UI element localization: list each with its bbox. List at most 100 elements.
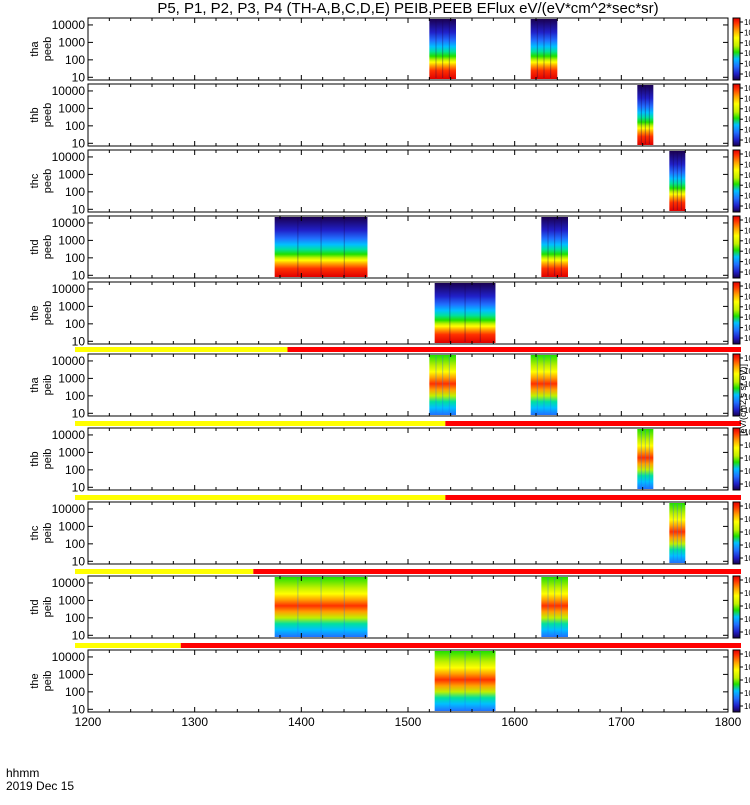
colorbar-tick-label: 105 xyxy=(744,528,750,537)
spectrogram-block xyxy=(274,217,368,277)
y-tick-label: 10000 xyxy=(52,216,86,230)
spectrogram-block xyxy=(530,19,558,79)
y-tick-label: 10000 xyxy=(52,84,86,98)
y-axis-label: thd xyxy=(29,599,41,614)
y-tick-label: 1000 xyxy=(58,101,85,115)
y-tick-label: 10000 xyxy=(52,354,86,368)
panel-frame xyxy=(87,281,729,345)
colorbar-tick-label: 104 xyxy=(744,467,750,476)
colorbar-tick-label: 106 xyxy=(744,105,750,114)
y-tick-label: 1000 xyxy=(58,35,85,49)
colorbar xyxy=(732,427,741,491)
colorbar-tick-label: 108 xyxy=(744,18,750,27)
spectrogram-block xyxy=(434,651,496,711)
y-axis-label: thc xyxy=(29,173,41,188)
y-tick-label: 10000 xyxy=(52,282,86,296)
mode-bar-red xyxy=(180,643,742,648)
colorbar-tick-label: 104 xyxy=(744,324,750,333)
y-tick-label: 100 xyxy=(65,317,85,331)
spectrogram-block xyxy=(541,577,568,637)
colorbar-tick-label: 105 xyxy=(744,115,750,124)
y-tick-label: 10 xyxy=(72,334,86,348)
spectrogram-block xyxy=(637,429,654,489)
y-axis-label: the xyxy=(29,305,41,320)
y-tick-label: 1000 xyxy=(58,667,85,681)
spectrogram-block xyxy=(637,85,654,145)
spectrogram-block xyxy=(541,217,568,277)
panel-frame xyxy=(87,575,729,639)
x-tick-label: 1400 xyxy=(288,715,315,729)
y-axis-label: peeb xyxy=(42,169,54,193)
colorbar-tick-label: 104 xyxy=(744,258,750,267)
colorbar-tick-label: 105 xyxy=(744,247,750,256)
colorbar-tick-label: 105 xyxy=(744,676,750,685)
spectrogram-block xyxy=(669,503,686,563)
y-axis-label: thb xyxy=(29,107,41,122)
y-tick-label: 10000 xyxy=(52,428,86,442)
colorbar-tick-label: 106 xyxy=(744,171,750,180)
y-tick-label: 10 xyxy=(72,702,86,716)
colorbar-tick-label: 106 xyxy=(744,367,750,376)
y-axis-label: peeb xyxy=(42,235,54,259)
x-tick-label: 1500 xyxy=(395,715,422,729)
colorbar-tick-label: 106 xyxy=(744,39,750,48)
y-axis-label: peeb xyxy=(42,301,54,325)
y-tick-label: 100 xyxy=(65,463,85,477)
spectrogram-block xyxy=(429,19,456,79)
y-axis-label: thb xyxy=(29,451,41,466)
panel-frame xyxy=(87,215,729,279)
colorbar-tick-label: 103 xyxy=(744,554,750,563)
colorbar-tick-label: 105 xyxy=(744,49,750,58)
colorbar-tick-label: 106 xyxy=(744,303,750,312)
colorbar-tick-label: 103 xyxy=(744,334,750,343)
spectrogram-block xyxy=(434,283,496,343)
y-tick-label: 10 xyxy=(72,268,86,282)
y-axis-label: peib xyxy=(42,375,54,396)
y-axis-label: peib xyxy=(42,597,54,618)
y-axis-label: thd xyxy=(29,239,41,254)
mode-bar-yellow xyxy=(75,421,446,426)
y-tick-label: 10000 xyxy=(52,650,86,664)
colorbar xyxy=(732,215,741,279)
y-tick-label: 100 xyxy=(65,389,85,403)
colorbar-tick-label: 103 xyxy=(744,480,750,489)
mode-bar-red xyxy=(445,495,741,500)
y-tick-label: 10 xyxy=(72,136,86,150)
colorbar-tick-label: 104 xyxy=(744,541,750,550)
y-tick-label: 10 xyxy=(72,202,86,216)
panel-frame xyxy=(87,427,729,491)
x-tick-label: 1600 xyxy=(501,715,528,729)
colorbar-tick-label: 107 xyxy=(744,354,750,363)
y-tick-label: 100 xyxy=(65,53,85,67)
colorbar-tick-label: 105 xyxy=(744,181,750,190)
colorbar-tick-label: 107 xyxy=(744,650,750,659)
y-axis-label: peib xyxy=(42,449,54,470)
y-tick-label: 10 xyxy=(72,480,86,494)
colorbar xyxy=(732,83,741,147)
y-tick-label: 1000 xyxy=(58,371,85,385)
colorbar-tick-label: 106 xyxy=(744,441,750,450)
x-tick-label: 1200 xyxy=(75,715,102,729)
y-tick-label: 100 xyxy=(65,685,85,699)
colorbar-tick-label: 103 xyxy=(744,702,750,711)
colorbar-tick-label: 107 xyxy=(744,28,750,37)
y-tick-label: 100 xyxy=(65,119,85,133)
colorbar-tick-label: 107 xyxy=(744,94,750,103)
mode-bar-red xyxy=(253,569,742,574)
mode-bar-red xyxy=(287,347,741,352)
mode-bar-red xyxy=(445,421,741,426)
colorbar xyxy=(732,501,741,565)
colorbar-tick-label: 104 xyxy=(744,60,750,69)
colorbar-tick-label: 108 xyxy=(744,282,750,291)
colorbar-tick-label: 103 xyxy=(744,268,750,277)
y-axis-label: peib xyxy=(42,671,54,692)
colorbar-tick-label: 105 xyxy=(744,313,750,322)
y-axis-label: peeb xyxy=(42,37,54,61)
colorbar-tick-label: 104 xyxy=(744,689,750,698)
mode-bar-yellow xyxy=(75,495,446,500)
y-tick-label: 100 xyxy=(65,185,85,199)
colorbar xyxy=(732,17,741,81)
time-format-label: hhmm xyxy=(6,766,40,780)
colorbar xyxy=(732,149,741,213)
